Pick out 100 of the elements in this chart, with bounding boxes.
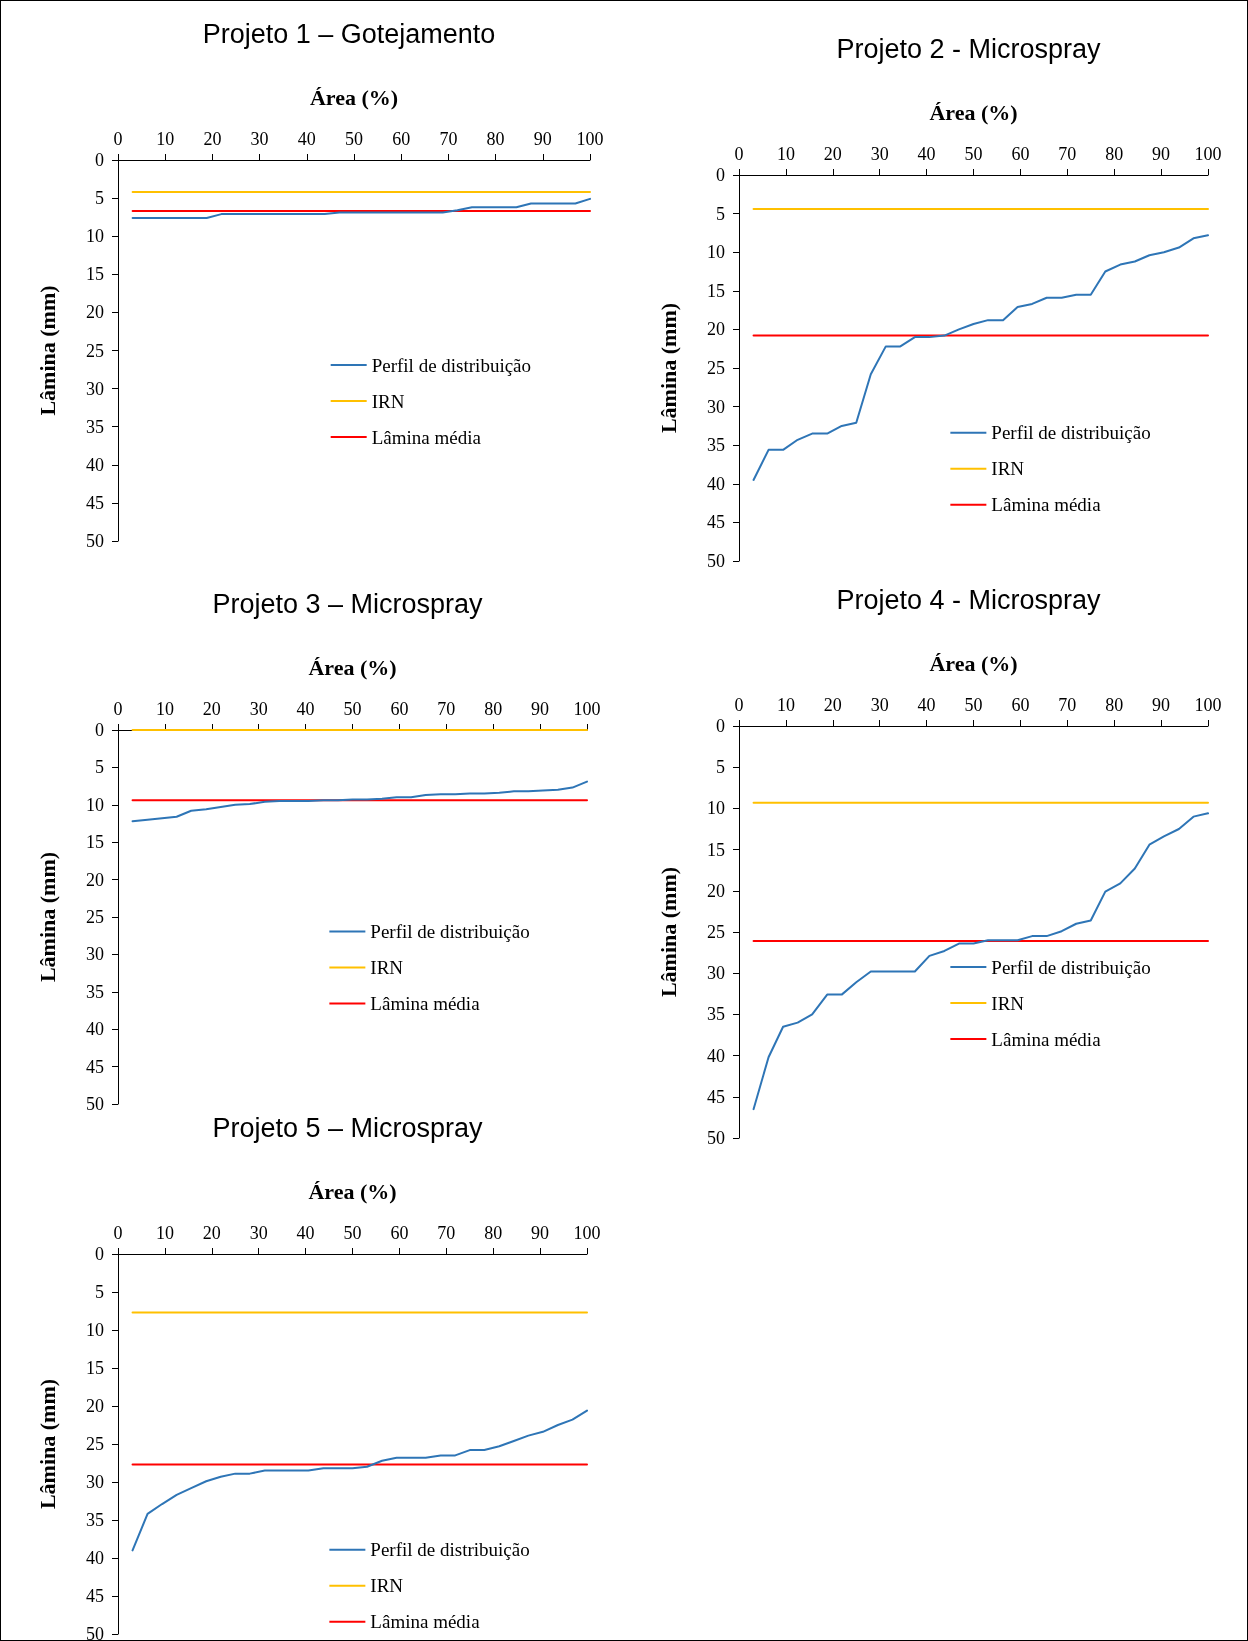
x-axis-title: Área (%) (308, 654, 397, 680)
y-tick-label: 20 (707, 319, 725, 340)
legend-label: IRN (991, 992, 1025, 1014)
y-tick-label: 5 (95, 1282, 104, 1302)
y-tick-label: 25 (86, 1434, 104, 1454)
y-axis-title: Lâmina (mm) (34, 285, 60, 416)
x-tick-label: 20 (823, 695, 842, 715)
y-tick-label: 40 (707, 1045, 725, 1066)
x-tick-label: 60 (392, 129, 411, 149)
x-tick-label: 20 (202, 1223, 221, 1243)
y-tick-label: 5 (95, 188, 104, 209)
y-tick-label: 20 (86, 302, 104, 323)
x-tick-label: 40 (917, 695, 936, 715)
x-tick-label: 50 (345, 129, 363, 149)
x-tick-label: 10 (155, 699, 174, 719)
x-tick-label: 80 (1105, 695, 1124, 715)
x-tick-label: 40 (917, 144, 936, 164)
legend-label: Lâmina média (371, 426, 482, 448)
y-tick-label: 10 (707, 242, 725, 263)
y-tick-label: 45 (707, 1086, 725, 1107)
legend-label: Perfil de distribuição (371, 354, 532, 376)
legend-label: Lâmina média (370, 993, 481, 1014)
y-tick-label: 25 (86, 907, 104, 927)
y-tick-label: 5 (95, 757, 104, 778)
y-tick-label: 10 (86, 794, 104, 815)
x-tick-label: 0 (734, 695, 744, 715)
x-tick-label: 100 (576, 129, 604, 149)
x-tick-label: 50 (964, 144, 983, 164)
y-tick-label: 10 (707, 798, 725, 819)
y-tick-label: 45 (86, 492, 104, 513)
y-tick-label: 40 (86, 454, 104, 475)
x-tick-label: 30 (870, 695, 889, 715)
x-tick-label: 80 (484, 1223, 503, 1243)
x-tick-label: 50 (343, 1223, 362, 1243)
x-tick-label: 50 (343, 699, 362, 719)
legend-label: IRN (370, 957, 404, 978)
x-tick-label: 90 (531, 699, 550, 719)
x-tick-label: 100 (573, 699, 601, 719)
y-tick-label: 15 (86, 264, 104, 285)
y-tick-label: 45 (86, 1586, 104, 1606)
x-tick-label: 90 (533, 129, 552, 149)
y-tick-label: 35 (86, 1510, 104, 1530)
x-axis-title: Área (%) (309, 84, 399, 110)
y-tick-label: 20 (707, 880, 725, 901)
chart-title: Projeto 1 – Gotejamento (202, 18, 496, 49)
x-tick-label: 80 (486, 129, 505, 149)
x-tick-label: 70 (1058, 144, 1077, 164)
y-tick-label: 0 (95, 720, 104, 740)
x-tick-label: 0 (734, 144, 744, 164)
x-tick-label: 60 (390, 1223, 409, 1243)
legend-label: Perfil de distribuição (370, 921, 530, 942)
legend-label: Lâmina média (991, 1028, 1102, 1050)
x-tick-label: 20 (823, 144, 842, 164)
x-tick-label: 90 (1152, 695, 1171, 715)
y-tick-label: 20 (86, 869, 104, 890)
y-axis-title: Lâmina (mm) (34, 851, 60, 983)
x-axis-title: Área (%) (929, 99, 1018, 125)
x-tick-label: 30 (250, 129, 269, 149)
x-tick-label: 20 (203, 129, 222, 149)
y-tick-label: 35 (707, 435, 725, 456)
x-tick-label: 30 (249, 699, 268, 719)
y-tick-label: 30 (707, 396, 725, 417)
x-axis-title: Área (%) (929, 650, 1018, 676)
legend-label: Perfil de distribuição (991, 422, 1151, 444)
x-tick-label: 100 (573, 1223, 601, 1243)
x-tick-label: 60 (1011, 695, 1030, 715)
x-tick-label: 0 (113, 129, 123, 149)
chart-title: Projeto 2 - Microspray (836, 33, 1102, 64)
line-series (752, 234, 1209, 481)
x-tick-label: 60 (1011, 144, 1030, 164)
legend-label: IRN (991, 458, 1025, 480)
y-axis-title: Lâmina (mm) (655, 866, 681, 998)
y-tick-label: 35 (86, 416, 104, 437)
x-tick-label: 80 (484, 699, 503, 719)
legend-label: Lâmina média (370, 1611, 481, 1633)
y-tick-label: 25 (707, 922, 725, 942)
y-tick-label: 35 (707, 1004, 725, 1025)
y-tick-label: 10 (86, 226, 104, 247)
y-tick-label: 5 (716, 757, 725, 778)
y-tick-label: 50 (707, 551, 725, 571)
y-tick-label: 40 (86, 1548, 104, 1568)
x-tick-label: 40 (296, 1223, 315, 1243)
y-tick-label: 15 (707, 839, 725, 860)
y-tick-label: 25 (707, 358, 725, 378)
y-tick-label: 25 (86, 340, 104, 361)
x-tick-label: 0 (113, 1223, 123, 1243)
chart-title: Projeto 5 – Microspray (212, 1112, 484, 1143)
x-tick-label: 70 (1058, 695, 1077, 715)
y-tick-label: 40 (707, 473, 725, 494)
y-tick-label: 50 (86, 531, 104, 551)
y-tick-label: 40 (86, 1019, 104, 1040)
y-tick-label: 30 (707, 963, 725, 984)
legend-label: Lâmina média (991, 494, 1102, 516)
line-series (131, 780, 588, 823)
x-tick-label: 10 (776, 695, 795, 715)
y-tick-label: 5 (716, 203, 725, 224)
chart-title: Projeto 3 – Microspray (212, 588, 484, 619)
y-tick-label: 50 (86, 1624, 104, 1641)
line-series (131, 197, 591, 219)
x-tick-label: 30 (870, 144, 889, 164)
